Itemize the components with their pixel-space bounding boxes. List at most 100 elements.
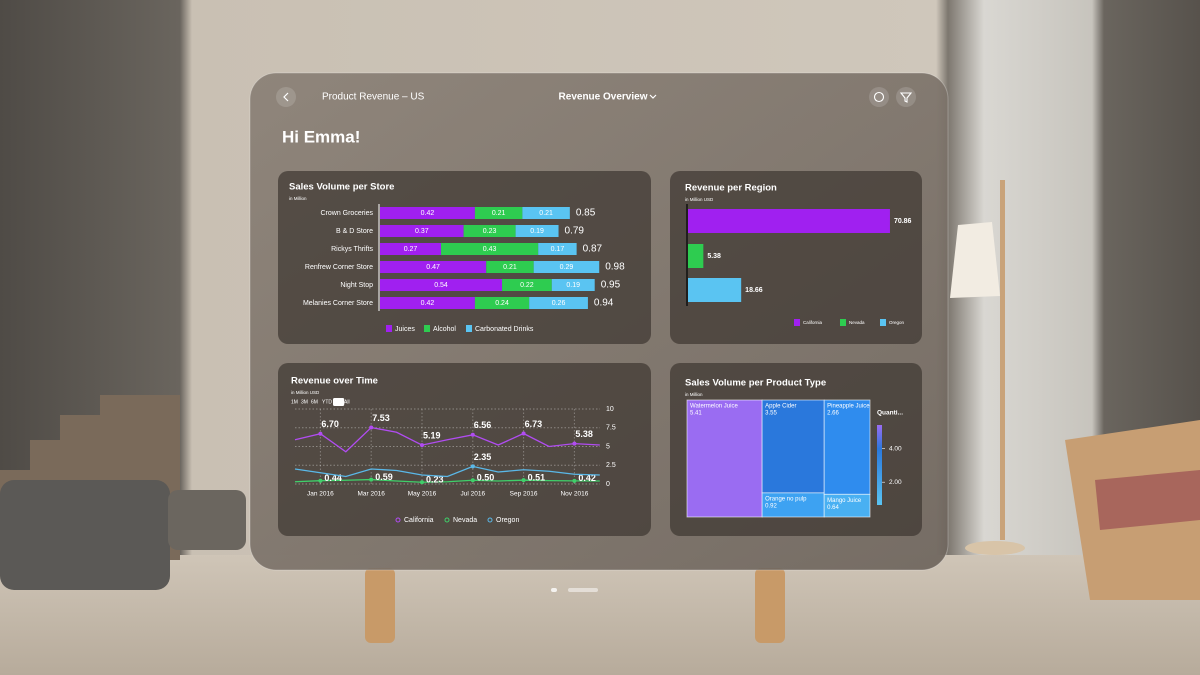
legend-label: Nevada <box>849 320 865 325</box>
range-label: 1Y <box>335 399 342 405</box>
bar-segment <box>441 243 539 255</box>
chart-title: Revenue over Time <box>291 376 378 387</box>
category-label: B & D Store <box>336 228 373 235</box>
segment-label: 0.21 <box>539 210 553 217</box>
legend-swatch <box>840 319 846 326</box>
bar-segment <box>380 243 442 255</box>
chevron <box>649 94 657 99</box>
x-tick-label: Sep 2016 <box>510 491 538 498</box>
y-tick-label: 0 <box>606 481 610 488</box>
palette-icon <box>873 91 885 103</box>
segment-label: 0.27 <box>404 246 418 253</box>
data-point <box>318 478 323 483</box>
tile-label: Apple Cider <box>765 404 796 410</box>
segment-label: 0.21 <box>492 210 506 217</box>
x-tick-label: Mar 2016 <box>357 491 385 498</box>
tile-value: 0.64 <box>827 505 839 511</box>
tile-value: 0.92 <box>765 503 777 509</box>
segment-label: 0.22 <box>520 282 534 289</box>
y-tick-label: 7.5 <box>606 425 616 432</box>
legend-label: Oregon <box>889 320 905 325</box>
bar-segment <box>380 297 475 309</box>
value-label: 5.19 <box>423 430 441 440</box>
x-tick-label: Jan 2016 <box>307 491 334 498</box>
range-label: 1M <box>291 399 298 405</box>
category-label: Melanies Corner Store <box>303 300 373 307</box>
lamp-stand <box>1000 180 1005 540</box>
segment-label: 0.42 <box>421 300 435 307</box>
data-point <box>318 431 323 436</box>
total-label: 0.85 <box>576 208 596 219</box>
chart-subtitle: in Million <box>685 392 703 397</box>
filter-button[interactable] <box>896 87 916 107</box>
bar-label: 70.86 <box>894 218 912 225</box>
legend-label: California <box>803 320 823 325</box>
total-label: 0.95 <box>601 280 621 291</box>
category-label: Crown Groceries <box>320 210 373 217</box>
legend-label: Carbonated Drinks <box>475 326 534 333</box>
bar-segment <box>551 279 595 291</box>
greeting: Hi Emma! <box>282 127 360 146</box>
value-label: 5.38 <box>575 429 593 439</box>
tile-label: Pineapple Juice <box>827 404 870 410</box>
back-button[interactable] <box>276 87 296 107</box>
bar-segment <box>515 225 559 237</box>
theme-button[interactable] <box>869 87 889 107</box>
back-icon <box>283 92 289 102</box>
bar-segment <box>380 225 464 237</box>
grab-bar <box>568 588 598 592</box>
chart-subtitle: in Million USD <box>291 390 320 395</box>
card <box>278 171 651 344</box>
legend-swatch <box>794 319 800 326</box>
page-title: Product Revenue – US <box>322 92 425 103</box>
bar-segment <box>463 225 516 237</box>
bar-segment <box>486 261 534 273</box>
value-label: 0.59 <box>375 472 393 482</box>
filter-icon <box>899 92 913 103</box>
chart-title: Sales Volume per Store <box>289 182 394 193</box>
treemap-tile <box>823 493 871 518</box>
value-label: 6.70 <box>321 419 339 429</box>
card <box>278 363 651 536</box>
segment-label: 0.42 <box>421 210 435 217</box>
data-point <box>470 432 475 437</box>
range-button[interactable] <box>333 398 345 406</box>
data-point <box>572 478 577 483</box>
bar-label: 5.38 <box>707 253 721 260</box>
category-label: Night Stop <box>340 282 373 289</box>
color-tick-label: 4.00 <box>889 445 902 452</box>
legend-swatch <box>424 325 430 332</box>
treemap-tile <box>761 492 825 518</box>
header: Product Revenue – US Revenue Overview Hi… <box>276 87 916 592</box>
bar-segment <box>533 261 600 273</box>
value-label: 0.50 <box>477 473 495 483</box>
view-selector[interactable]: Revenue Overview <box>559 92 648 103</box>
legend-label: Oregon <box>496 517 519 524</box>
page-indicator <box>551 588 557 592</box>
bar-segment <box>522 207 570 219</box>
basket <box>168 490 246 550</box>
lamp-shade <box>950 222 1000 298</box>
segment-label: 0.24 <box>495 300 509 307</box>
data-point <box>369 425 374 430</box>
segment-label: 0.17 <box>551 246 565 253</box>
lamp-base <box>965 541 1025 555</box>
x-tick-label: Nov 2016 <box>560 491 588 498</box>
tile-value: 2.66 <box>827 411 839 417</box>
x-tick-label: May 2016 <box>408 491 437 498</box>
range-label: 3M <box>301 399 308 405</box>
value-label: 0.42 <box>578 473 596 483</box>
data-point <box>420 480 424 485</box>
line-series <box>294 465 600 478</box>
treemap-tile <box>761 399 825 494</box>
floor <box>0 555 1200 675</box>
segment-label: 0.19 <box>530 228 544 235</box>
legend-label: Juices <box>395 326 415 333</box>
bar <box>688 278 742 302</box>
category-label: Rickys Thrifts <box>331 246 373 253</box>
total-label: 0.98 <box>605 262 625 273</box>
value-label: 0.44 <box>324 473 342 483</box>
legend-label: California <box>404 517 434 524</box>
